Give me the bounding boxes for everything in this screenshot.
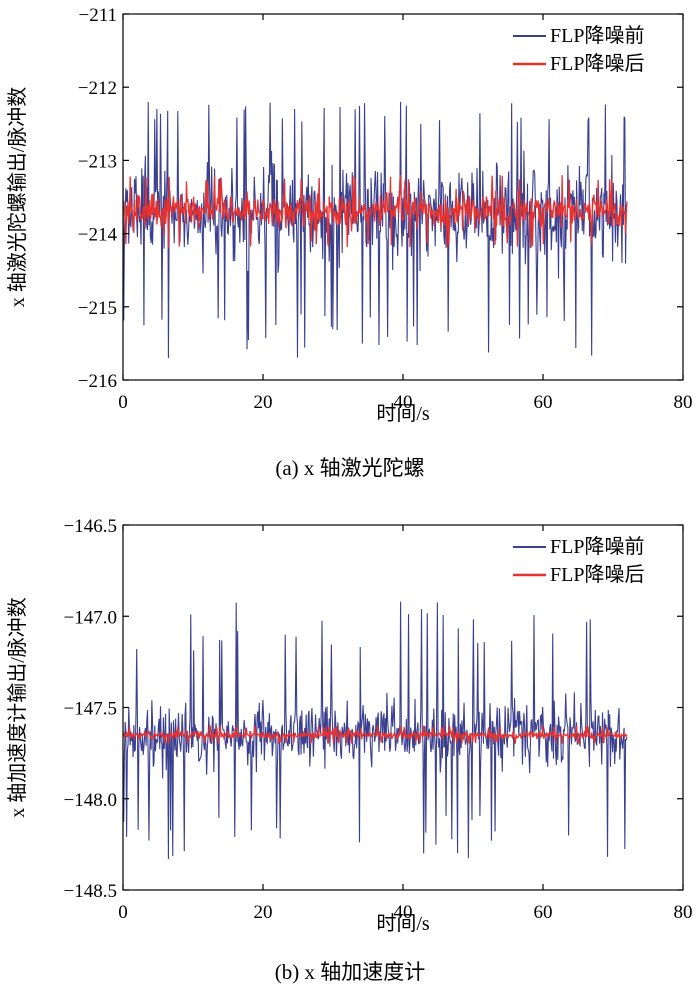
y-tick-label: −147.0 [64, 607, 117, 628]
y-tick-label: −214 [78, 225, 118, 246]
y-tick-label: −147.5 [64, 699, 117, 720]
x-tick-label: 60 [534, 392, 553, 413]
y-axis-label: x 轴激光陀螺输出/脉冲数 [6, 87, 29, 308]
x-tick-label: 80 [674, 902, 693, 923]
series-line [122, 174, 628, 249]
y-tick-label: −148.0 [64, 790, 117, 811]
x-tick-label: 80 [674, 392, 693, 413]
x-tick-label: 40 [394, 902, 413, 923]
chart-panel-a: 0 20 40 60 80 −216 −215 −214 −213 −212 −211 时间/s x 轴… [6, 5, 693, 480]
x-tick-label: 0 [118, 392, 128, 413]
panel-caption: (a) x 轴激光陀螺 [275, 456, 424, 480]
chart-panel-b: 0 20 40 60 80 −148.5 −148.0 −147.5 −147.0 −146.5 时… [6, 516, 693, 984]
y-tick-label: −213 [78, 151, 117, 172]
y-tick-label: −215 [78, 298, 117, 319]
legend-label: FLP降噪前 [550, 24, 644, 47]
legend-label: FLP降噪后 [550, 52, 644, 75]
y-tick-label: −212 [78, 78, 117, 99]
legend-label: FLP降噪前 [550, 535, 644, 558]
y-tick-label: −211 [78, 5, 117, 26]
y-tick-label: −148.5 [64, 881, 117, 902]
series-line [122, 601, 628, 859]
x-axis-label: 时间/s [376, 912, 430, 935]
panel-caption: (b) x 轴加速度计 [275, 960, 426, 984]
y-tick-label: −216 [78, 371, 117, 392]
legend-label: FLP降噪后 [550, 563, 644, 586]
series-line [122, 101, 628, 359]
y-axis-label: x 轴加速度计输出/脉冲数 [6, 597, 29, 818]
x-tick-label: 20 [254, 902, 273, 923]
x-tick-label: 40 [394, 392, 413, 413]
series-line [122, 724, 628, 746]
x-axis-label: 时间/s [376, 402, 430, 425]
x-tick-label: 20 [254, 392, 273, 413]
x-tick-label: 60 [534, 902, 553, 923]
y-tick-label: −146.5 [64, 516, 117, 537]
x-tick-label: 0 [118, 902, 128, 923]
